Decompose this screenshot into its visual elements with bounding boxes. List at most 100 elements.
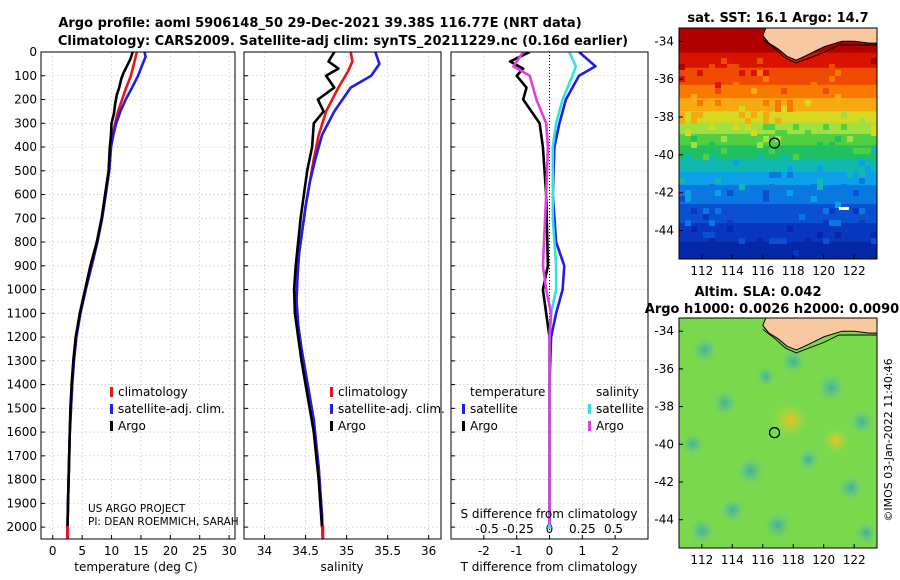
sst-pixel: [823, 220, 829, 226]
sst-pixel: [727, 64, 733, 70]
sst-pixel: [733, 160, 739, 166]
sst-pixel: [715, 190, 721, 196]
sst-pixel: [799, 214, 805, 220]
legend-swatch-argo: [110, 421, 113, 431]
sla-map-title-line1: Altim. SLA: 0.042: [695, 285, 822, 300]
sst-pixel: [685, 220, 691, 226]
sst-pixel: [775, 100, 781, 106]
sst-pixel: [829, 250, 835, 256]
sst-pixel: [721, 136, 727, 142]
temperature-panel: 0100200300400500600700800900100011001200…: [6, 45, 236, 558]
sst-pixel: [751, 70, 757, 76]
sst-pixel: [709, 154, 715, 160]
sla-eddy: [679, 431, 706, 458]
sst-pixel: [715, 208, 721, 214]
sst-pixel: [853, 190, 859, 196]
legend-swatch-t-satellite: [462, 404, 465, 414]
depth-tick-label: 800: [14, 235, 37, 249]
sst-pixel: [691, 208, 697, 214]
sst-pixel: [763, 196, 769, 202]
sst-pixel: [727, 190, 733, 196]
sst-pixel: [859, 118, 865, 124]
sst-pixel: [709, 184, 715, 190]
x-tick-label: -1: [511, 544, 523, 558]
sst-pixel: [835, 202, 841, 208]
lat-tick-label: -42: [654, 186, 674, 200]
sst-pixel: [781, 238, 787, 244]
sst-pixel: [679, 196, 685, 202]
x-tick-label: 15: [133, 544, 148, 558]
sst-pixel: [817, 178, 823, 184]
sst-pixel: [685, 154, 691, 160]
sst-pixel: [859, 172, 865, 178]
lon-tick-label: 118: [782, 264, 805, 278]
sst-pixel: [739, 238, 745, 244]
legend-label-satellite: satellite-adj. clim.: [338, 402, 445, 416]
lon-tick-label: 120: [812, 553, 835, 567]
depth-tick-label: 1700: [6, 449, 37, 463]
sst-pixel: [823, 208, 829, 214]
sst-pixel: [709, 232, 715, 238]
sst-pixel: [727, 226, 733, 232]
lat-tick-label: -34: [654, 324, 674, 338]
sst-pixel: [775, 172, 781, 178]
series-line-climatology: [66, 52, 139, 539]
series-group: [292, 52, 381, 539]
series-group: [508, 52, 597, 528]
temperature-axis-label: temperature (deg C): [74, 560, 197, 574]
s-difference-tick-label: -0.25: [503, 522, 534, 536]
sla-eddy: [690, 335, 720, 365]
sst-pixel: [769, 124, 775, 130]
x-tick-label: 25: [192, 544, 207, 558]
lon-tick-label: 112: [690, 553, 713, 567]
sst-pixel: [853, 208, 859, 214]
sst-pixel: [709, 238, 715, 244]
legend-swatch-t-argo: [462, 421, 465, 431]
sst-pixel: [871, 58, 877, 64]
sst-pixel: [697, 250, 703, 256]
sst-pixel: [769, 238, 775, 244]
sst-pixel: [805, 130, 811, 136]
sla-eddy: [815, 371, 848, 404]
sst-pixel: [859, 220, 865, 226]
sst-map-frame: [678, 27, 878, 260]
sst-pixel: [697, 70, 703, 76]
sst-pixel: [775, 106, 781, 112]
legend-swatch-satellite: [110, 404, 113, 414]
sst-pixel: [685, 130, 691, 136]
sst-band: [679, 122, 877, 135]
legend-title-temperature: temperature: [470, 385, 545, 399]
sst-pixel: [739, 184, 745, 190]
sst-pixel: [841, 124, 847, 130]
sst-band: [679, 241, 877, 259]
lon-tick-label: 122: [843, 264, 866, 278]
sst-pixel: [709, 124, 715, 130]
sst-pixel: [787, 172, 793, 178]
legend-title-salinity: salinity: [596, 385, 639, 399]
series-line-argo: [66, 52, 134, 528]
sst-pixel: [715, 88, 721, 94]
sst-pixel: [769, 184, 775, 190]
sst-band: [679, 145, 877, 160]
depth-tick-label: 1800: [6, 473, 37, 487]
sst-pixel: [859, 148, 865, 154]
series-line-climatology: [295, 52, 354, 539]
sst-pixel: [733, 64, 739, 70]
sst-pixel: [823, 238, 829, 244]
lat-tick-label: -40: [654, 437, 674, 451]
sst-pixel: [757, 70, 763, 76]
lat-tick-label: -36: [654, 362, 674, 376]
sst-pixel: [823, 88, 829, 94]
depth-tick-label: 1500: [6, 401, 37, 415]
sst-pixel: [835, 136, 841, 142]
sst-pixel: [691, 136, 697, 142]
depth-tick-label: 100: [14, 69, 37, 83]
legend-label-satellite: satellite-adj. clim.: [118, 402, 225, 416]
depth-tick-label: 1300: [6, 354, 37, 368]
sst-pixel: [739, 112, 745, 118]
figure-title-line2: Climatology: CARS2009. Satellite-adj cli…: [58, 34, 628, 49]
sst-pixel: [721, 58, 727, 64]
sst-pixel: [817, 142, 823, 148]
depth-tick-label: 1200: [6, 330, 37, 344]
sst-pixel: [859, 208, 865, 214]
